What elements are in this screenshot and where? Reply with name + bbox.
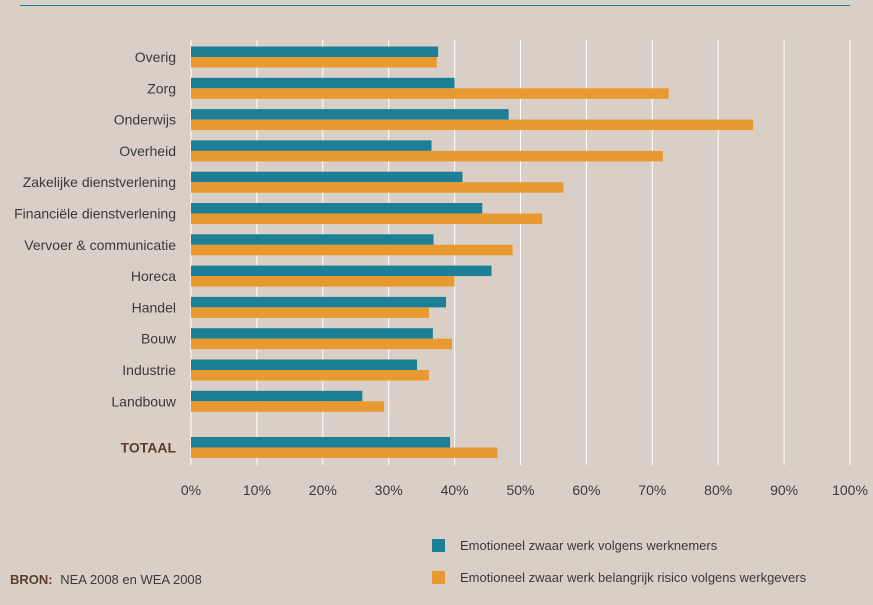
bar-werknemers bbox=[191, 140, 432, 151]
category-label: Zorg bbox=[147, 80, 176, 96]
legend-swatch-werknemers bbox=[432, 538, 445, 552]
source-label: BRON: bbox=[10, 572, 53, 587]
category-label: Zakelijke dienstverlening bbox=[23, 174, 176, 190]
category-label: Industrie bbox=[122, 362, 176, 378]
legend-label-werkgevers: Emotioneel zwaar werk belangrijk risico … bbox=[460, 569, 807, 585]
legend: Emotioneel zwaar werk volgens werknemers… bbox=[432, 536, 806, 600]
legend-label-werknemers: Emotioneel zwaar werk volgens werknemers bbox=[460, 537, 718, 553]
bar-werkgevers bbox=[191, 338, 452, 350]
bar-werknemers bbox=[191, 359, 418, 370]
category-label: Bouw bbox=[141, 331, 177, 347]
legend-item-werkgevers: Emotioneel zwaar werk belangrijk risico … bbox=[432, 568, 806, 586]
bar-werknemers bbox=[191, 46, 439, 57]
bar-werkgevers bbox=[191, 307, 429, 318]
bar-werknemers bbox=[191, 296, 447, 308]
legend-item-werknemers: Emotioneel zwaar werk volgens werknemers bbox=[432, 536, 806, 554]
category-label: Financiële dienstverlening bbox=[14, 206, 176, 222]
x-tick-label: 0% bbox=[181, 482, 201, 498]
bar-werkgevers bbox=[191, 88, 669, 99]
x-tick-label: 10% bbox=[243, 482, 271, 498]
x-tick-label: 20% bbox=[309, 482, 337, 498]
legend-swatch-werkgevers bbox=[432, 570, 445, 584]
bar-werknemers bbox=[191, 390, 363, 402]
bar-werknemers bbox=[191, 77, 455, 89]
bar-werknemers bbox=[191, 437, 450, 448]
top-rule bbox=[20, 5, 850, 6]
source-note: BRON: NEA 2008 en WEA 2008 bbox=[10, 572, 202, 587]
bar-werkgevers bbox=[191, 276, 455, 287]
x-tick-label: 50% bbox=[506, 482, 534, 498]
bar-werkgevers bbox=[191, 182, 564, 193]
x-tick-label: 40% bbox=[441, 482, 469, 498]
bar-werknemers bbox=[191, 265, 492, 277]
bar-chart: 0% 10% 20% 30% 40% 50% 60% 70% 80% 90% 100% Overig Z… bbox=[14, 40, 868, 498]
category-label: Overig bbox=[135, 49, 176, 65]
category-label: Onderwijs bbox=[114, 112, 176, 128]
bar-werknemers bbox=[191, 203, 483, 214]
x-tick-label: 100% bbox=[832, 482, 868, 498]
bar-werkgevers bbox=[191, 370, 429, 381]
bar-werkgevers bbox=[191, 401, 385, 412]
bar-werknemers bbox=[191, 328, 433, 339]
x-tick-label: 70% bbox=[638, 482, 666, 498]
category-label: TOTAAL bbox=[121, 440, 177, 456]
bar-werknemers bbox=[191, 109, 509, 120]
bar-werkgevers bbox=[191, 57, 437, 68]
category-label: Landbouw bbox=[111, 393, 177, 409]
bar-werknemers bbox=[191, 234, 434, 245]
source-text: NEA 2008 en WEA 2008 bbox=[60, 572, 202, 587]
bar-werkgevers bbox=[191, 244, 513, 256]
bar-werkgevers bbox=[191, 213, 543, 224]
category-label: Overheid bbox=[119, 143, 176, 159]
x-tick-label: 80% bbox=[704, 482, 732, 498]
bar-werkgevers bbox=[191, 150, 663, 162]
category-label: Vervoer & communicatie bbox=[24, 237, 176, 253]
x-tick-label: 90% bbox=[770, 482, 798, 498]
x-tick-label: 30% bbox=[375, 482, 403, 498]
category-label: Handel bbox=[132, 299, 176, 315]
bar-werknemers bbox=[191, 171, 463, 183]
bar-werkgevers bbox=[191, 119, 754, 131]
x-tick-label: 60% bbox=[572, 482, 600, 498]
category-label: Horeca bbox=[131, 268, 176, 284]
bar-werkgevers bbox=[191, 447, 498, 458]
